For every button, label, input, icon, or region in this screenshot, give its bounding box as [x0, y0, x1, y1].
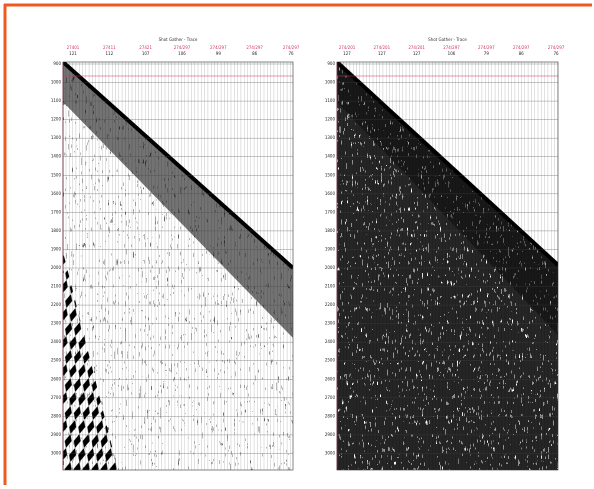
arrival-edge	[337, 62, 558, 267]
trace-label-top: 27411	[103, 45, 116, 50]
trace-label-bottom: 127	[413, 51, 421, 56]
gather-panel: 900 1000 1100 1200 1300 1400 1500 1600 1700 1800 1…	[51, 37, 300, 471]
trace-label-bottom: 127	[378, 51, 386, 56]
depth-label: 1300	[51, 135, 62, 140]
depth-label: 2100	[51, 284, 62, 289]
trace-label-bottom: 127	[343, 51, 351, 56]
trace-label-bottom: 107	[142, 51, 150, 56]
depth-label: 2300	[325, 321, 336, 326]
depth-label: 2900	[325, 432, 336, 437]
trace-label-top: 274/297	[210, 45, 227, 50]
depth-label: 2800	[51, 413, 62, 418]
depth-label: 2200	[325, 302, 336, 307]
panel-title: Shot Gather - Trace	[159, 37, 198, 42]
trace-label-bottom: 79	[484, 51, 490, 56]
trace-label-top: 27401	[67, 45, 80, 50]
seismic-image	[337, 62, 558, 470]
depth-label: 2700	[51, 395, 62, 400]
depth-label: 1600	[325, 191, 336, 196]
depth-label: 2500	[51, 358, 62, 363]
seismic-image	[63, 62, 293, 470]
depth-label: 1400	[51, 154, 62, 159]
trace-label-top: 274/297	[283, 45, 300, 50]
trace-label-top: 274/201	[408, 45, 425, 50]
depth-label: 1200	[51, 117, 62, 122]
trace-label-top: 274/297	[174, 45, 191, 50]
depth-label: 2900	[51, 432, 62, 437]
depth-label: 1700	[325, 209, 336, 214]
depth-label: 1100	[325, 98, 336, 103]
trace-label-top: 27421	[139, 45, 152, 50]
depth-label: 1400	[325, 154, 336, 159]
depth-label: 1200	[325, 117, 336, 122]
trace-label-top: 274/201	[339, 45, 356, 50]
depth-label: 1700	[51, 209, 62, 214]
trace-label-top: 274/297	[443, 45, 460, 50]
depth-label: 2400	[325, 339, 336, 344]
arrival-band	[337, 62, 558, 335]
depth-label: 2000	[325, 265, 336, 270]
trace-label-top: 274/297	[548, 45, 565, 50]
arrival-edge	[63, 62, 293, 270]
depth-label: 2300	[51, 321, 62, 326]
panel-border	[336, 61, 559, 471]
trace-label-bottom: 106	[448, 51, 456, 56]
depth-label: 2200	[51, 302, 62, 307]
trace-label-bottom: 86	[252, 51, 258, 56]
ground-roll	[63, 252, 118, 470]
depth-label: 2800	[325, 413, 336, 418]
depth-label: 2100	[325, 284, 336, 289]
panel-title: Shot Gather - Trace	[428, 37, 467, 42]
panel-border	[62, 61, 294, 471]
depth-label: 900	[53, 61, 61, 66]
depth-label: 1000	[325, 80, 336, 85]
gather-panel: 900 1000 1100 1200 1300 1400 1500 1600 1700 1800 1…	[325, 37, 565, 471]
trace-label-bottom: 106	[178, 51, 186, 56]
panels: 900 1000 1100 1200 1300 1400 1500 1600 1700 1800 1…	[51, 37, 565, 471]
trace-label-top: 274/201	[374, 45, 391, 50]
depth-label: 900	[327, 61, 335, 66]
depth-label: 1900	[325, 246, 336, 251]
depth-label: 1800	[51, 228, 62, 233]
depth-label: 1000	[51, 80, 62, 85]
trace-label-top: 274/297	[246, 45, 263, 50]
depth-label: 1300	[325, 135, 336, 140]
depth-label: 1500	[325, 172, 336, 177]
depth-label: 2000	[51, 265, 62, 270]
trace-label-bottom: 121	[69, 51, 77, 56]
depth-label: 2600	[51, 376, 62, 381]
depth-label: 2500	[325, 358, 336, 363]
depth-label: 2400	[51, 339, 62, 344]
depth-label: 1500	[51, 172, 62, 177]
depth-label: 1900	[51, 246, 62, 251]
depth-label: 1100	[51, 98, 62, 103]
depth-label: 2600	[325, 376, 336, 381]
trace-label-bottom: 76	[288, 51, 294, 56]
depth-label: 2700	[325, 395, 336, 400]
depth-label: 3000	[325, 450, 336, 455]
trace-label-top: 274/297	[478, 45, 495, 50]
depth-label: 1600	[51, 191, 62, 196]
trace-label-bottom: 76	[553, 51, 559, 56]
trace-label-top: 274/297	[513, 45, 530, 50]
trace-label-bottom: 86	[519, 51, 525, 56]
trace-label-bottom: 99	[216, 51, 222, 56]
depth-label: 1800	[325, 228, 336, 233]
arrival-band	[63, 62, 293, 338]
trace-label-bottom: 112	[106, 51, 114, 56]
depth-label: 3000	[51, 450, 62, 455]
